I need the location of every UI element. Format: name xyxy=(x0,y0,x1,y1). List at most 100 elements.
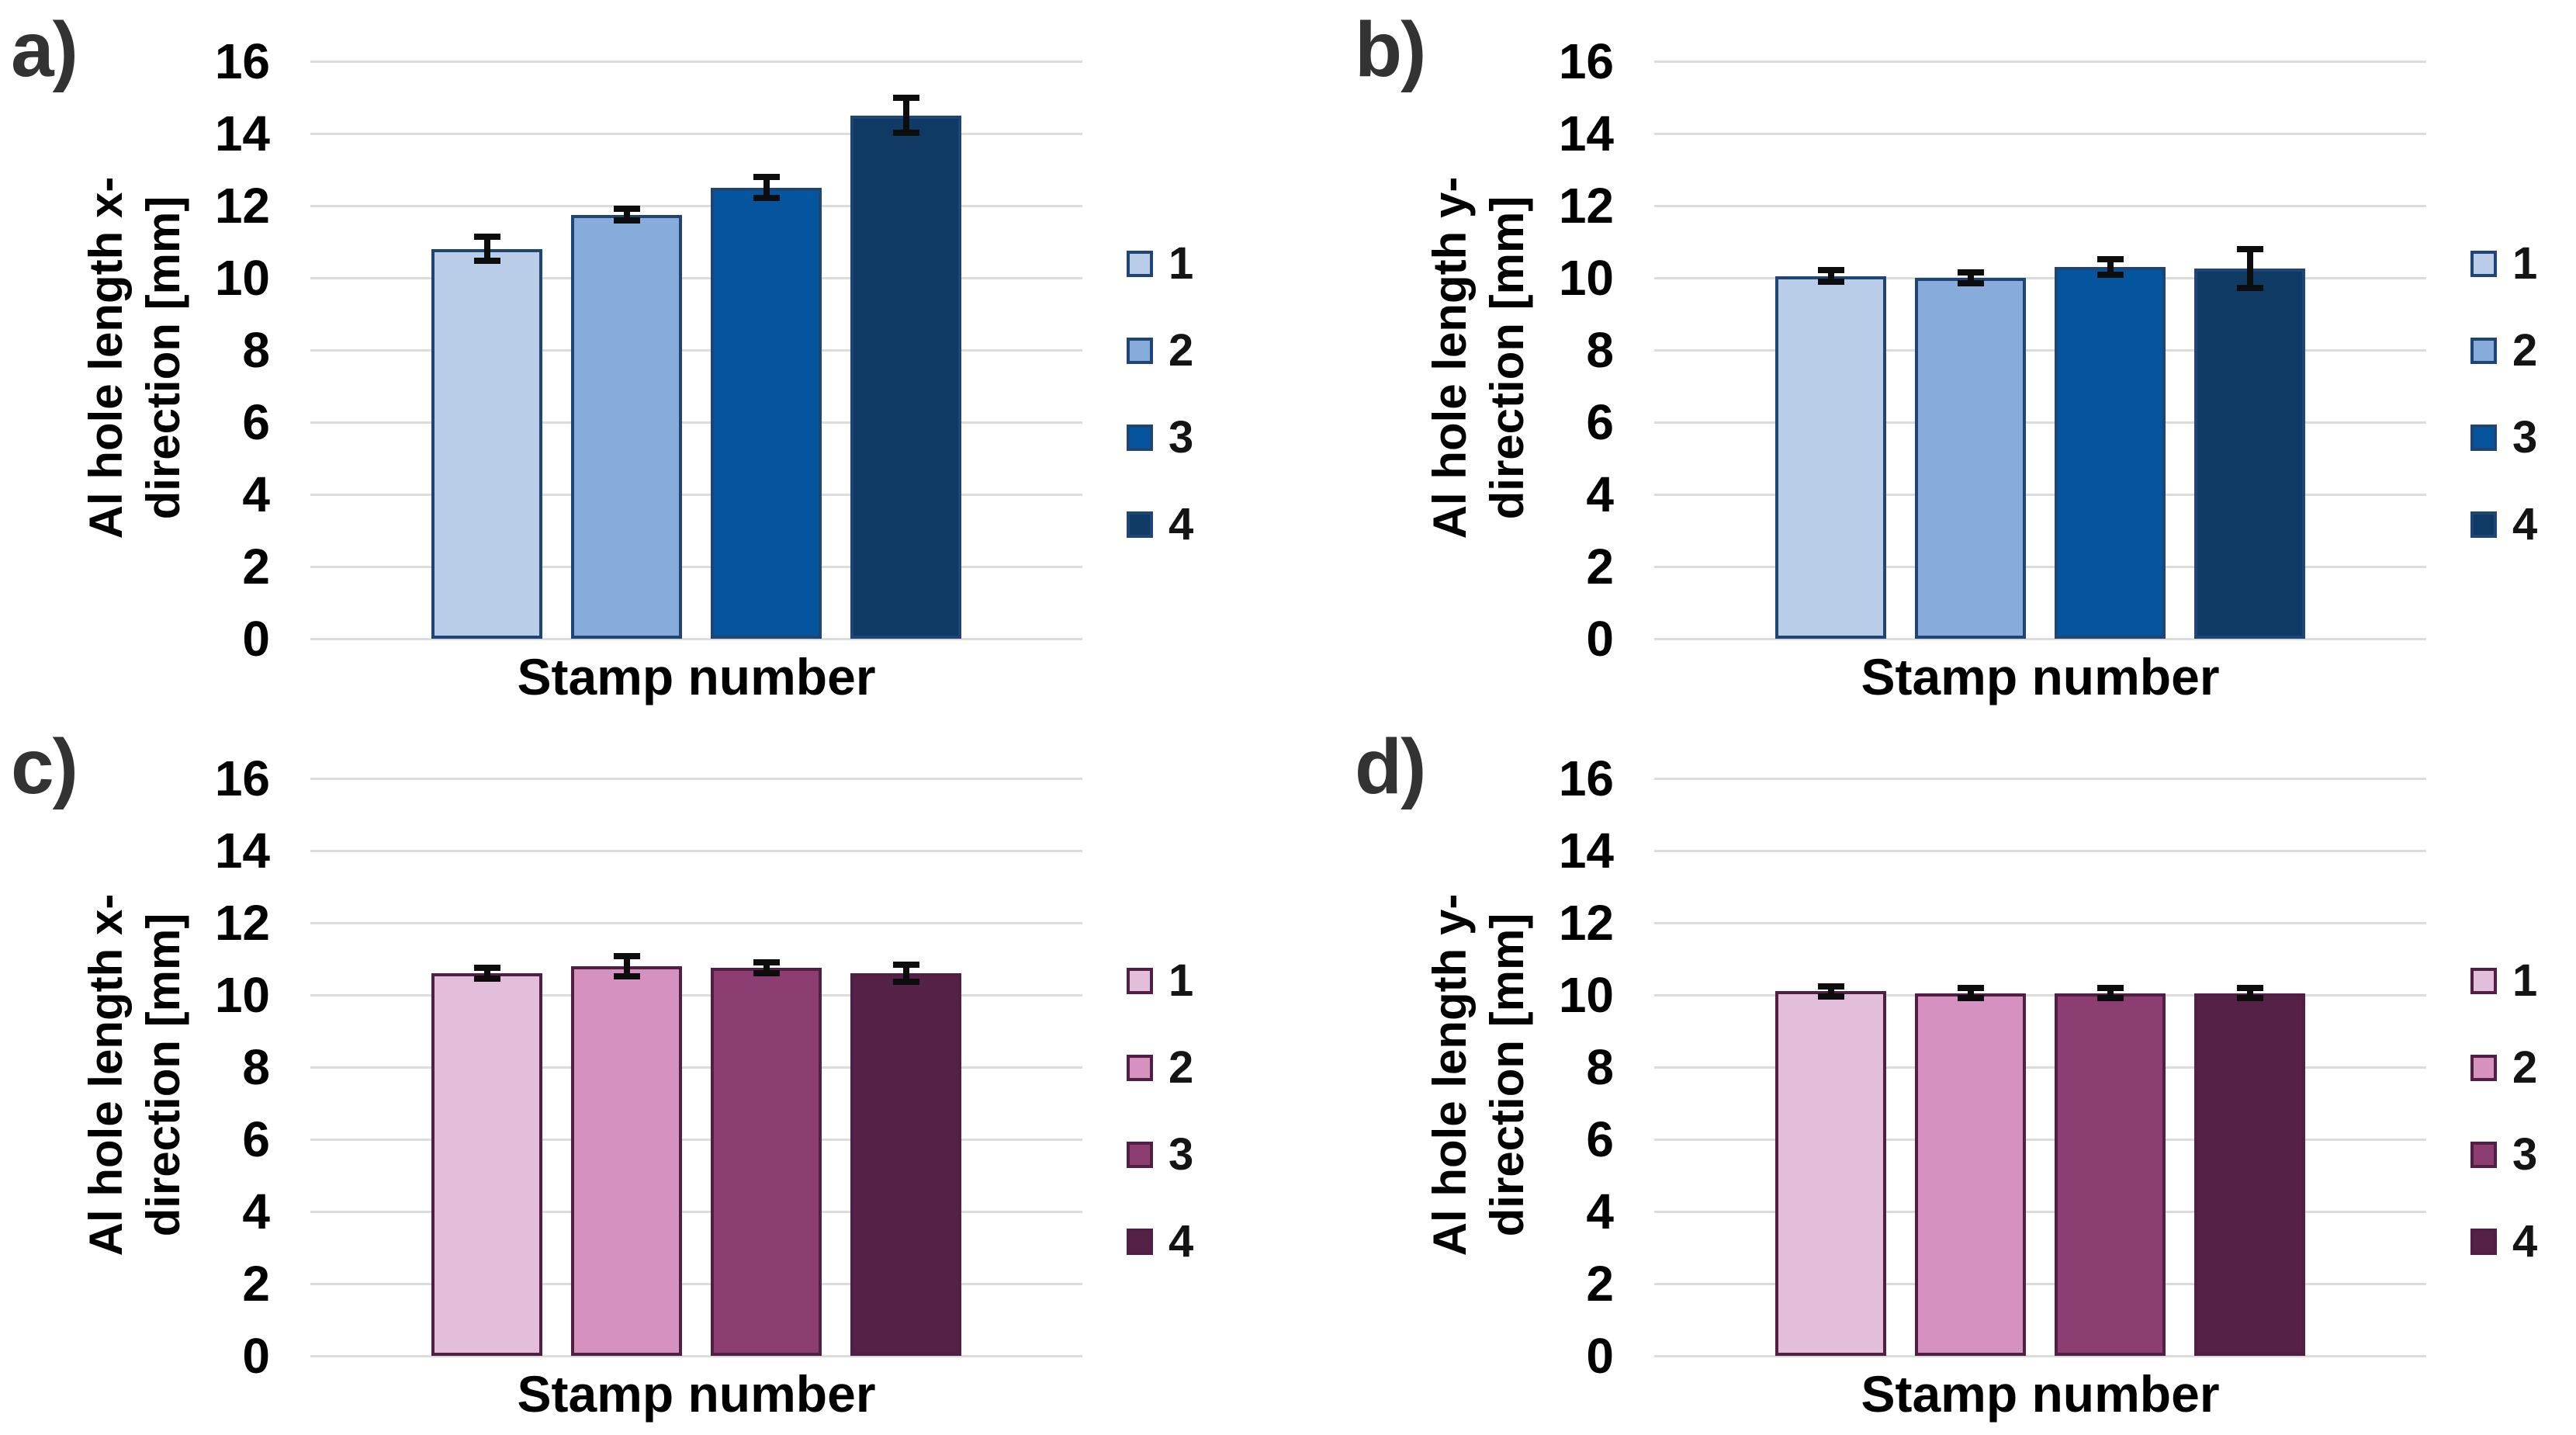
error-cap-top xyxy=(2236,984,2263,991)
y-tick-label: 4 xyxy=(242,1184,270,1239)
legend-swatch xyxy=(1127,1142,1153,1168)
gridline xyxy=(1654,1282,2426,1285)
error-cap-bottom xyxy=(1817,993,1844,1000)
panel-d-inner: d) Al hole length y- direction [mm] 16 14… xyxy=(1344,717,2576,1435)
error-cap-bottom xyxy=(2096,995,2124,1002)
y-tick-label: 6 xyxy=(1586,394,1614,450)
panel-a: a) Al hole length x- direction [mm] 16 14… xyxy=(0,0,1288,718)
y-tick-label: 12 xyxy=(1558,895,1614,951)
error-cap-bottom xyxy=(2236,995,2263,1002)
gridline xyxy=(1654,276,2426,279)
error-cap-top xyxy=(1817,267,1844,274)
panel-letter: a) xyxy=(11,6,78,93)
bar-stamp-1 xyxy=(1775,276,1886,639)
legend: 1 2 3 4 xyxy=(2470,239,2576,565)
legend-swatch xyxy=(2470,1055,2497,1081)
panel-c-inner: c) Al hole length x- direction [mm] 16 14… xyxy=(0,717,1288,1435)
error-bar xyxy=(613,206,640,224)
gridline xyxy=(310,204,1082,207)
legend-label: 2 xyxy=(2512,325,2538,376)
error-cap-bottom xyxy=(892,130,919,137)
error-bar xyxy=(753,959,780,976)
legend-item-4: 4 xyxy=(2470,1217,2537,1267)
legend-label: 1 xyxy=(2512,238,2538,289)
legend-swatch xyxy=(2470,968,2497,994)
y-tick-label: 10 xyxy=(1558,967,1614,1023)
y-axis-ticks: 16 14 12 10 8 6 4 2 0 xyxy=(0,33,270,667)
gridline xyxy=(1654,993,2426,997)
legend-item-1: 1 xyxy=(2470,956,2537,1006)
error-cap-bottom xyxy=(892,979,919,986)
legend: 1 2 3 4 xyxy=(1127,956,1288,1282)
legend-item-3: 3 xyxy=(2470,1130,2537,1180)
y-tick-label: 0 xyxy=(242,1328,270,1384)
legend-swatch xyxy=(1127,338,1153,364)
plot-area xyxy=(310,777,1082,1357)
y-tick-label: 6 xyxy=(1586,1111,1614,1167)
bars xyxy=(1654,61,2426,639)
panel-a-inner: a) Al hole length x- direction [mm] 16 14… xyxy=(0,0,1288,718)
legend-swatch xyxy=(2470,1142,2497,1168)
y-axis-ticks: 16 14 12 10 8 6 4 2 0 xyxy=(1344,750,1614,1384)
gridline xyxy=(310,276,1082,279)
legend-label: 1 xyxy=(1169,238,1194,289)
y-tick-label: 2 xyxy=(1586,539,1614,594)
legend-label: 4 xyxy=(1169,1216,1194,1267)
y-tick-label: 14 xyxy=(1558,823,1614,879)
error-bar xyxy=(2236,984,2263,1002)
y-tick-label: 16 xyxy=(1558,750,1614,806)
error-bar xyxy=(2096,984,2124,1002)
error-cap-bottom xyxy=(613,217,640,224)
panel-b: b) Al hole length y- direction [mm] 16 14… xyxy=(1288,0,2576,718)
gridline xyxy=(1654,921,2426,924)
error-cap-top xyxy=(2096,984,2124,991)
panel-c: c) Al hole length x- direction [mm] 16 14… xyxy=(0,717,1288,1435)
legend-swatch xyxy=(2470,251,2497,277)
bar-stamp-2 xyxy=(571,214,682,639)
gridline xyxy=(310,1138,1082,1141)
legend: 1 2 3 4 xyxy=(1127,239,1288,565)
bar-stamp-2 xyxy=(571,965,682,1356)
error-stem xyxy=(902,962,909,986)
error-cap-bottom xyxy=(473,975,500,982)
error-cap-bottom xyxy=(2236,285,2263,292)
legend-item-3: 3 xyxy=(1127,1130,1193,1180)
error-cap-top xyxy=(2096,256,2124,263)
legend-item-3: 3 xyxy=(1127,413,1193,463)
bar-stamp-1 xyxy=(1775,991,1886,1356)
y-tick-label: 2 xyxy=(242,1256,270,1312)
error-cap-top xyxy=(473,234,500,241)
legend-swatch xyxy=(2470,511,2497,538)
legend-label: 4 xyxy=(2512,1216,2538,1267)
error-stem xyxy=(483,965,490,982)
legend-item-3: 3 xyxy=(2470,413,2537,463)
gridline xyxy=(1654,1138,2426,1141)
legend-label: 4 xyxy=(2512,499,2538,549)
y-tick-label: 6 xyxy=(242,394,270,450)
y-tick-label: 12 xyxy=(214,178,270,234)
error-cap-top xyxy=(1817,983,1844,990)
legend-item-1: 1 xyxy=(1127,956,1193,1006)
gridline xyxy=(1654,204,2426,207)
error-cap-bottom xyxy=(753,969,780,976)
y-tick-label: 14 xyxy=(214,106,270,161)
legend-label: 4 xyxy=(1169,499,1194,549)
legend-swatch xyxy=(2470,425,2497,451)
y-axis-ticks: 16 14 12 10 8 6 4 2 0 xyxy=(0,750,270,1384)
legend-item-4: 4 xyxy=(1127,500,1193,549)
y-tick-label: 16 xyxy=(214,750,270,806)
y-tick-label: 12 xyxy=(214,895,270,951)
error-cap-bottom xyxy=(473,258,500,265)
x-axis-title: Stamp number xyxy=(1861,648,2220,705)
y-tick-label: 8 xyxy=(1586,1039,1614,1095)
error-bar xyxy=(2236,246,2263,292)
error-stem xyxy=(623,952,630,980)
legend-item-1: 1 xyxy=(1127,239,1193,289)
error-stem xyxy=(2246,246,2253,292)
gridline xyxy=(310,1210,1082,1213)
bar-stamp-1 xyxy=(431,248,542,639)
legend-label: 2 xyxy=(1169,1042,1194,1093)
gridline xyxy=(1654,348,2426,352)
error-stem xyxy=(1967,984,1974,1002)
y-tick-label: 10 xyxy=(1558,250,1614,306)
